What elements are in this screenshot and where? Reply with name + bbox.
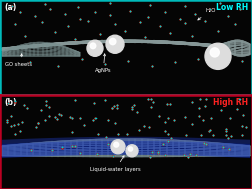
Text: High RH: High RH [213, 98, 248, 107]
Text: Liquid-water layers: Liquid-water layers [90, 156, 141, 172]
Circle shape [111, 140, 125, 154]
Circle shape [129, 147, 133, 151]
Circle shape [90, 43, 96, 49]
Circle shape [126, 145, 138, 157]
Text: H₂O: H₂O [198, 8, 215, 20]
Circle shape [110, 38, 116, 45]
Circle shape [130, 148, 137, 156]
Text: (b): (b) [4, 98, 16, 107]
Text: Low RH: Low RH [216, 3, 248, 12]
Circle shape [92, 45, 101, 55]
Circle shape [111, 41, 122, 51]
Text: (a): (a) [4, 3, 16, 12]
Text: GO sheets: GO sheets [5, 54, 32, 67]
Circle shape [205, 43, 231, 69]
Circle shape [114, 142, 119, 147]
Polygon shape [2, 141, 250, 158]
Circle shape [210, 48, 219, 57]
Circle shape [213, 51, 228, 67]
Circle shape [106, 35, 124, 53]
Text: AgNPs: AgNPs [95, 54, 112, 73]
Polygon shape [2, 137, 250, 144]
Circle shape [87, 40, 103, 56]
Circle shape [115, 144, 123, 152]
